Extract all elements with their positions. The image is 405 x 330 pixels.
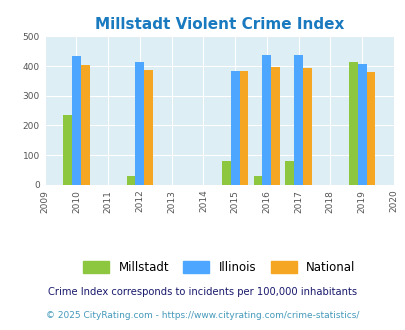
Title: Millstadt Violent Crime Index: Millstadt Violent Crime Index — [94, 17, 343, 32]
Bar — [285, 161, 294, 185]
Bar — [253, 176, 262, 185]
Bar — [294, 55, 302, 185]
Bar — [72, 56, 81, 185]
Bar — [63, 115, 72, 185]
Bar — [221, 161, 230, 185]
Bar — [302, 68, 311, 185]
Bar — [271, 67, 279, 185]
Bar — [144, 70, 153, 185]
Bar — [81, 65, 90, 185]
Bar — [348, 62, 357, 185]
Legend: Millstadt, Illinois, National: Millstadt, Illinois, National — [78, 256, 359, 279]
Text: Crime Index corresponds to incidents per 100,000 inhabitants: Crime Index corresponds to incidents per… — [48, 287, 357, 297]
Text: © 2025 CityRating.com - https://www.cityrating.com/crime-statistics/: © 2025 CityRating.com - https://www.city… — [46, 311, 359, 320]
Bar — [239, 71, 248, 185]
Bar — [230, 71, 239, 185]
Bar — [262, 55, 271, 185]
Bar — [366, 72, 375, 185]
Bar — [126, 176, 135, 185]
Bar — [357, 64, 366, 185]
Bar — [135, 61, 144, 185]
